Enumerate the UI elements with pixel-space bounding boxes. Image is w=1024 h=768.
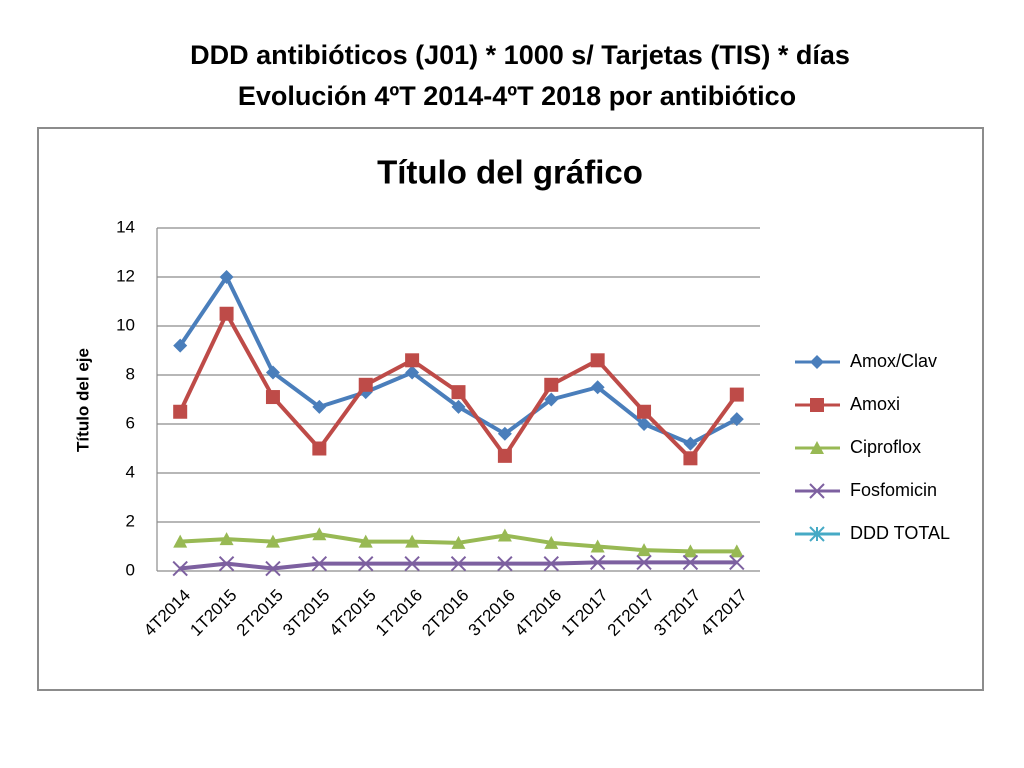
marker [683,451,698,466]
y-tick-label: 10 [116,315,135,334]
marker [683,544,698,558]
marker [729,412,744,427]
y-tick-label: 0 [126,560,135,579]
marker [809,483,825,499]
marker [219,270,234,284]
marker [218,555,235,572]
marker [265,365,280,380]
marker [173,338,188,353]
marker [544,392,559,407]
marker [497,555,513,572]
marker [544,535,559,549]
marker [173,534,188,548]
marker [729,554,745,571]
y-tick-label: 12 [116,266,135,285]
marker [451,535,466,549]
marker [809,526,825,542]
legend-label: DDD TOTAL [850,523,950,543]
marker [590,353,605,368]
marker [544,377,559,392]
marker [810,398,824,412]
marker [172,560,188,577]
y-tick-label: 2 [126,511,135,530]
marker [265,390,280,405]
marker [358,377,373,392]
marker [265,560,281,577]
marker [497,426,512,441]
marker [637,543,652,557]
marker [810,441,824,454]
marker [358,534,373,548]
marker [312,441,327,456]
marker [405,353,420,368]
slide-title: DDD antibióticos (J01) * 1000 s/ Tarjeta… [190,40,850,70]
marker [265,534,280,548]
marker [451,385,466,400]
chart-title: Título del gráfico [377,154,643,191]
marker [683,436,698,451]
marker [637,404,652,419]
marker [810,355,824,369]
marker [451,399,466,414]
marker [358,555,374,572]
legend-label: Ciproflox [850,437,921,457]
marker [497,448,512,463]
marker [729,544,744,558]
y-tick-label: 14 [116,217,135,236]
y-tick-label: 6 [126,413,135,432]
marker [404,555,420,572]
marker [589,554,606,571]
y-tick-label: 8 [126,364,135,383]
marker [219,532,234,546]
legend-label: Amox/Clav [850,351,937,371]
marker [637,417,652,431]
marker [729,387,744,402]
marker [682,554,699,571]
legend-label: Fosfomicin [850,480,937,500]
marker [219,306,234,321]
marker [312,527,327,541]
legend-label: Amoxi [850,394,900,414]
marker [590,380,605,395]
chart-frame [37,127,984,691]
marker [311,555,328,572]
marker [543,555,559,572]
marker [173,404,188,419]
marker [636,554,652,571]
marker [405,365,420,380]
marker [497,528,512,542]
marker [590,539,605,553]
y-tick-label: 4 [126,462,135,481]
marker [312,399,327,414]
marker [450,555,467,572]
slide-title: Evolución 4ºT 2014-4ºT 2018 por antibiót… [238,81,796,111]
marker [405,534,420,548]
y-axis-title: Título del eje [73,348,92,452]
